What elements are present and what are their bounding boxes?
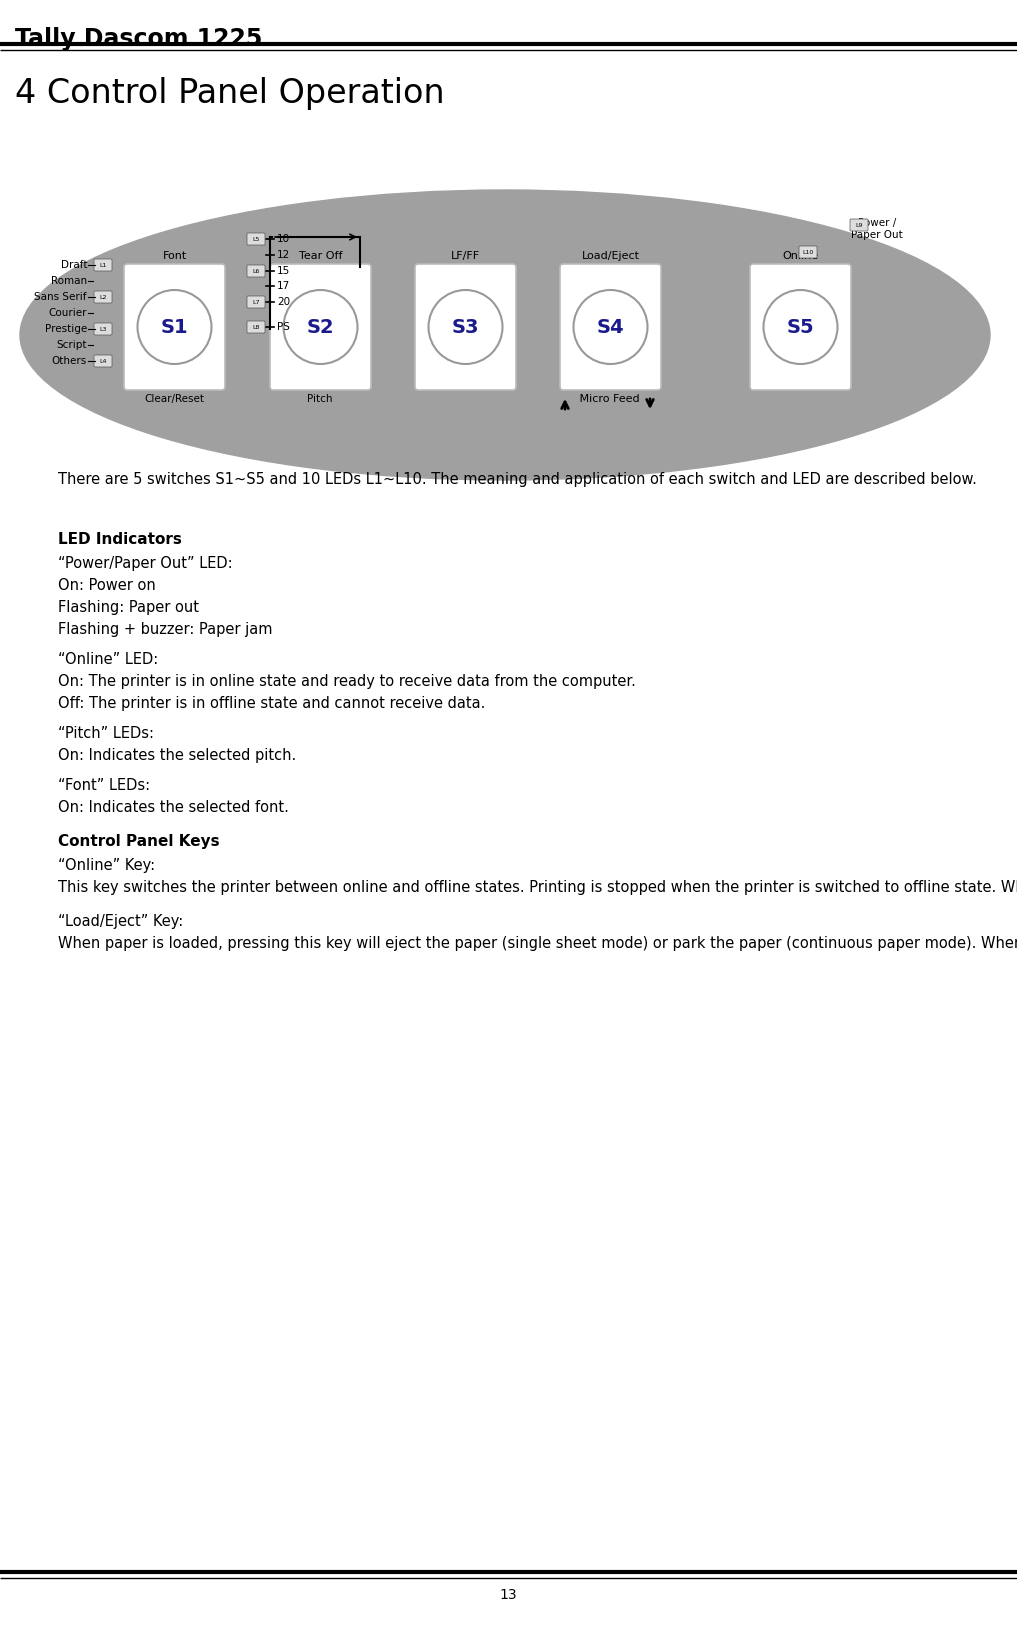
Text: S3: S3 [452,317,479,337]
Text: On: Indicates the selected font.: On: Indicates the selected font. [58,800,289,815]
Text: S5: S5 [787,317,815,337]
Circle shape [574,290,648,364]
Text: Clear/Reset: Clear/Reset [144,394,204,403]
Text: Tear Off: Tear Off [299,251,343,260]
Text: On: Power on: On: Power on [58,578,156,592]
Text: S1: S1 [161,317,188,337]
Text: L2: L2 [100,294,107,299]
Circle shape [137,290,212,364]
Text: Online: Online [782,251,819,260]
Text: Micro Feed: Micro Feed [577,394,644,403]
Circle shape [428,290,502,364]
FancyBboxPatch shape [560,264,661,390]
FancyBboxPatch shape [750,264,851,390]
Text: When paper is loaded, pressing this key will eject the paper (single sheet mode): When paper is loaded, pressing this key … [58,936,1017,952]
Text: 12: 12 [277,251,290,260]
Text: LF/FF: LF/FF [451,251,480,260]
Text: L4: L4 [100,358,107,363]
Text: Others: Others [52,356,87,366]
FancyBboxPatch shape [94,355,112,368]
Text: Sans Serif: Sans Serif [35,291,87,303]
Text: L8: L8 [252,324,259,330]
Circle shape [764,290,838,364]
FancyBboxPatch shape [94,259,112,272]
Text: L5: L5 [252,236,259,241]
Text: Flashing + buzzer: Paper jam: Flashing + buzzer: Paper jam [58,622,273,638]
Text: L9: L9 [855,223,862,228]
Text: 15: 15 [277,265,290,277]
Text: 13: 13 [499,1588,517,1603]
Text: Script: Script [57,340,87,350]
Circle shape [284,290,358,364]
Text: 4 Control Panel Operation: 4 Control Panel Operation [15,76,444,111]
Text: “Font” LEDs:: “Font” LEDs: [58,778,151,792]
FancyBboxPatch shape [270,264,371,390]
Text: Pitch: Pitch [307,394,333,403]
Text: There are 5 switches S1~S5 and 10 LEDs L1~L10. The meaning and application of ea: There are 5 switches S1~S5 and 10 LEDs L… [58,472,977,486]
Text: Font: Font [163,251,187,260]
Text: L6: L6 [252,268,259,273]
Text: Off: The printer is in offline state and cannot receive data.: Off: The printer is in offline state and… [58,696,485,711]
Ellipse shape [20,190,990,480]
Text: On: Indicates the selected pitch.: On: Indicates the selected pitch. [58,748,296,763]
Text: “Online” LED:: “Online” LED: [58,652,159,667]
FancyBboxPatch shape [247,233,265,246]
Text: Draft: Draft [60,260,87,270]
Text: “Pitch” LEDs:: “Pitch” LEDs: [58,726,154,740]
Text: Power /
Paper Out: Power / Paper Out [851,218,903,241]
FancyBboxPatch shape [247,265,265,277]
FancyBboxPatch shape [124,264,225,390]
Text: LED Indicators: LED Indicators [58,532,182,547]
Text: Flashing: Paper out: Flashing: Paper out [58,600,199,615]
FancyBboxPatch shape [94,291,112,303]
Text: Load/Eject: Load/Eject [582,251,640,260]
Text: L1: L1 [100,262,107,267]
Text: 17: 17 [277,281,290,291]
Text: Prestige: Prestige [45,324,87,334]
Text: S2: S2 [307,317,335,337]
Text: Tally Dascom 1225: Tally Dascom 1225 [15,28,262,50]
Text: S4: S4 [597,317,624,337]
Text: “Load/Eject” Key:: “Load/Eject” Key: [58,914,183,929]
Text: 20: 20 [277,298,290,308]
FancyBboxPatch shape [415,264,516,390]
Text: “Online” Key:: “Online” Key: [58,857,156,874]
FancyBboxPatch shape [850,220,868,231]
FancyBboxPatch shape [247,321,265,334]
Text: On: The printer is in online state and ready to receive data from the computer.: On: The printer is in online state and r… [58,674,636,688]
Text: This key switches the printer between online and offline states. Printing is sto: This key switches the printer between on… [58,880,1017,895]
Text: “Power/Paper Out” LED:: “Power/Paper Out” LED: [58,556,233,571]
FancyBboxPatch shape [94,324,112,335]
Text: 10: 10 [277,234,290,244]
Text: L10: L10 [802,249,814,254]
Text: Control Panel Keys: Control Panel Keys [58,835,220,849]
Text: L7: L7 [252,299,259,304]
Text: Roman: Roman [51,277,87,286]
Text: Courier: Courier [49,308,87,317]
FancyBboxPatch shape [247,296,265,308]
FancyBboxPatch shape [799,246,817,259]
Text: PS: PS [277,322,290,332]
Text: L3: L3 [100,327,107,332]
